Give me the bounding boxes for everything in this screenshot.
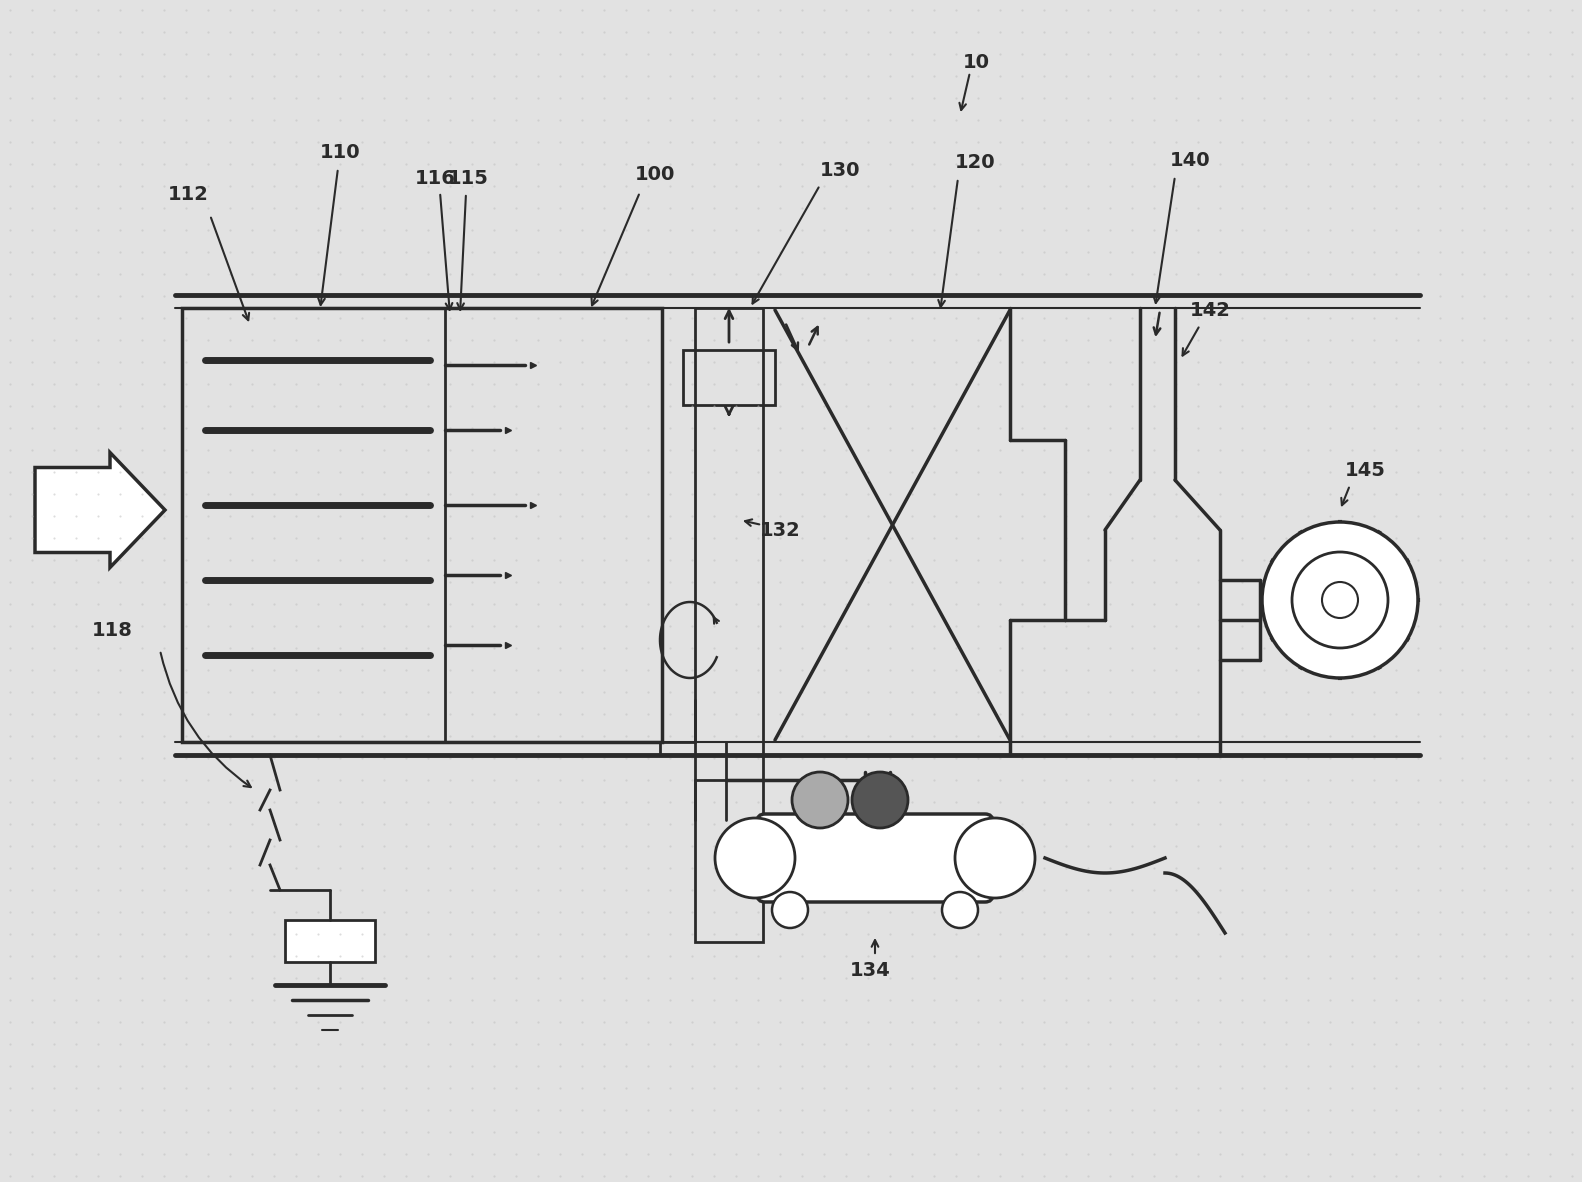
Circle shape (941, 892, 978, 928)
Bar (285, 920, 375, 962)
Text: 110: 110 (320, 143, 361, 162)
Text: 130: 130 (819, 161, 861, 180)
Circle shape (793, 772, 848, 829)
Text: 116: 116 (414, 169, 456, 188)
FancyBboxPatch shape (758, 814, 993, 902)
Circle shape (1262, 522, 1417, 678)
Text: 118: 118 (92, 621, 133, 639)
Circle shape (1323, 582, 1357, 618)
Circle shape (772, 892, 808, 928)
FancyArrow shape (35, 453, 165, 567)
Circle shape (853, 772, 908, 829)
Text: 140: 140 (1169, 150, 1210, 169)
Text: 142: 142 (1190, 300, 1231, 319)
Bar (683, 350, 775, 405)
Circle shape (1292, 552, 1387, 648)
Text: 120: 120 (954, 152, 995, 171)
Text: 100: 100 (634, 165, 676, 184)
Circle shape (956, 818, 1035, 898)
Text: 112: 112 (168, 186, 209, 204)
Text: 145: 145 (1345, 461, 1386, 480)
Circle shape (715, 818, 796, 898)
Text: 134: 134 (850, 961, 891, 980)
Bar (182, 309, 661, 742)
Text: 132: 132 (759, 520, 800, 539)
Text: 10: 10 (962, 52, 989, 71)
Text: 115: 115 (448, 169, 489, 188)
Bar (694, 309, 763, 942)
